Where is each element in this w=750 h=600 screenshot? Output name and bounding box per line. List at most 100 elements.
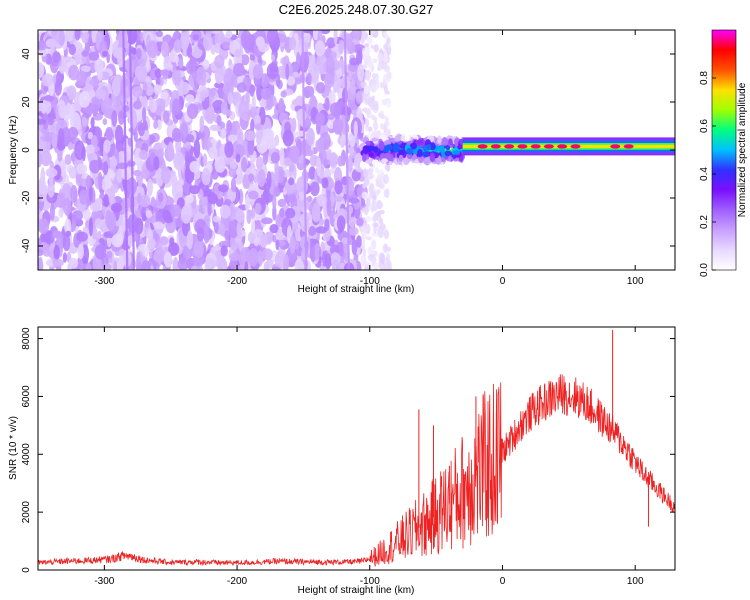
spectrogram-noise-cell bbox=[177, 178, 185, 187]
spectrogram-faint-cell bbox=[367, 246, 373, 255]
y-tick-label: 4000 bbox=[21, 443, 32, 466]
spectrogram-noise-cell bbox=[111, 76, 121, 97]
spectrogram-noise-cell bbox=[253, 237, 259, 247]
spectrogram-noise-cell bbox=[130, 47, 138, 55]
spectrogram-noise-cell bbox=[78, 91, 91, 108]
spectrogram-noise-cell bbox=[85, 144, 95, 154]
spectrogram-noise-cell bbox=[266, 170, 272, 189]
spectrogram-noise-cell bbox=[292, 71, 299, 78]
spectrogram-noise-cell bbox=[277, 198, 287, 208]
spectrogram-noise-cell bbox=[217, 184, 229, 193]
spectrogram-peak bbox=[517, 144, 528, 149]
spectrogram-noise-cell bbox=[274, 251, 286, 270]
spectrogram-noise-cell bbox=[260, 233, 268, 248]
spectrogram-noise-cell bbox=[111, 110, 118, 127]
spectrogram-noise-cell bbox=[40, 99, 52, 115]
spectrogram-noise-cell bbox=[91, 227, 98, 240]
spectrogram-noise-cell bbox=[186, 230, 194, 250]
spectrogram-faint-cell bbox=[379, 209, 385, 215]
spectrogram-noise-cell bbox=[308, 225, 317, 237]
spectrogram-noise-cell bbox=[178, 81, 190, 95]
spectrogram-carrier-band bbox=[462, 144, 675, 148]
spectrogram-x-label: Height of straight line (km) bbox=[298, 284, 415, 295]
spectrogram-faint-cell bbox=[364, 266, 371, 270]
spectrogram-noise-cell bbox=[324, 72, 335, 89]
spectrogram-noise-cell bbox=[118, 255, 125, 270]
spectrogram-noise-cell bbox=[285, 207, 296, 219]
spectrogram-noise-cell bbox=[160, 91, 169, 100]
spectrogram-noise-cell bbox=[210, 44, 216, 55]
spectrogram-peak bbox=[570, 144, 581, 149]
snr-x-axis: -300 -200 -100 0 100 bbox=[94, 327, 644, 587]
spectrogram-onset-cell bbox=[365, 159, 371, 164]
spectrogram-noise-cell bbox=[65, 230, 72, 237]
spectrogram-faint-cell bbox=[384, 83, 388, 95]
spectrogram-noise-cell bbox=[255, 156, 264, 170]
spectrogram-noise-cell bbox=[108, 172, 116, 178]
spectrogram-noise-cell bbox=[192, 71, 198, 81]
spectrogram-noise-cell bbox=[49, 202, 55, 221]
spectrogram-noise-cell bbox=[249, 106, 257, 119]
x-tick-label: -100 bbox=[360, 576, 380, 587]
spectrogram-faint-cell bbox=[368, 254, 374, 262]
spectrogram-noise-cell bbox=[299, 51, 310, 70]
spectrogram-noise-cell bbox=[89, 159, 101, 174]
spectrogram-noise-cell bbox=[225, 30, 233, 39]
spectrogram-noise-cell bbox=[266, 30, 279, 45]
spectrogram-onset-cell bbox=[368, 152, 374, 157]
spectrogram-noise-cell bbox=[170, 204, 182, 217]
spectrogram-noise-cell bbox=[182, 245, 188, 256]
spectrogram-noise-cell bbox=[324, 252, 332, 270]
spectrogram-noise-cell bbox=[148, 96, 154, 108]
spectrogram-noise-cell bbox=[43, 230, 55, 245]
spectrogram-noise-cell bbox=[79, 189, 88, 205]
spectrogram-noise-cell bbox=[218, 222, 226, 236]
spectrogram-noise-cell bbox=[295, 227, 302, 242]
spectrogram-faint-cell bbox=[368, 184, 373, 193]
spectrogram-noise-cell bbox=[149, 200, 162, 207]
spectrogram-noise-cell bbox=[38, 118, 47, 125]
x-tick-label: -200 bbox=[227, 276, 247, 287]
spectrogram-streak bbox=[128, 30, 135, 270]
spectrogram-noise-cell bbox=[90, 117, 95, 128]
colorbar-gradient bbox=[711, 29, 737, 271]
spectrogram-faint-cell bbox=[385, 188, 390, 199]
spectrogram-noise-cell bbox=[236, 221, 242, 236]
spectrogram-noise-cell bbox=[316, 137, 325, 153]
spectrogram-noise-cell bbox=[154, 98, 165, 116]
spectrogram-noise-cell bbox=[229, 161, 238, 170]
spectrogram-onset-cell bbox=[442, 136, 447, 145]
spectrogram-noise-cell bbox=[315, 112, 325, 127]
spectrogram-y-axis: -40 -20 0 20 40 bbox=[21, 48, 675, 253]
y-tick-label: 40 bbox=[21, 48, 32, 60]
spectrogram-noise-cell bbox=[64, 30, 74, 42]
spectrogram-onset-cell bbox=[392, 142, 400, 153]
y-tick-label: 8000 bbox=[21, 327, 32, 350]
spectrogram-onset-cell bbox=[379, 140, 385, 151]
colorbar-tick-label: 0.4 bbox=[699, 167, 710, 181]
spectrogram-faint-cell bbox=[372, 214, 377, 223]
spectrogram-faint-cell bbox=[365, 118, 370, 128]
spectrogram-noise-cell bbox=[81, 146, 86, 162]
spectrogram-noise-cell bbox=[214, 54, 225, 69]
spectrogram-noise-cell bbox=[200, 93, 206, 102]
spectrogram-onset-cell bbox=[385, 144, 393, 151]
spectrogram-noise-cell bbox=[249, 54, 255, 61]
spectrogram-noise-cell bbox=[156, 119, 162, 131]
spectrogram-noise-cell bbox=[38, 238, 42, 247]
spectrogram-noise-cell bbox=[229, 252, 240, 262]
spectrogram-noise-cell bbox=[230, 177, 236, 193]
spectrogram-noise-cell bbox=[160, 166, 171, 185]
spectrogram-noise-cell bbox=[167, 141, 174, 161]
spectrogram-noise-cell bbox=[139, 194, 151, 208]
spectrogram-onset-cell bbox=[388, 161, 393, 166]
y-tick-label: -20 bbox=[21, 190, 32, 205]
spectrogram-noise-cell bbox=[349, 216, 356, 229]
spectrogram-onset-cell bbox=[398, 149, 406, 156]
spectrogram-noise-cell bbox=[209, 124, 221, 132]
spectrogram-noise-cell bbox=[47, 116, 55, 126]
spectrogram-faint-cell bbox=[361, 234, 366, 240]
spectrogram-noise-cell bbox=[326, 37, 336, 49]
spectrogram-onset-cell bbox=[435, 146, 443, 151]
